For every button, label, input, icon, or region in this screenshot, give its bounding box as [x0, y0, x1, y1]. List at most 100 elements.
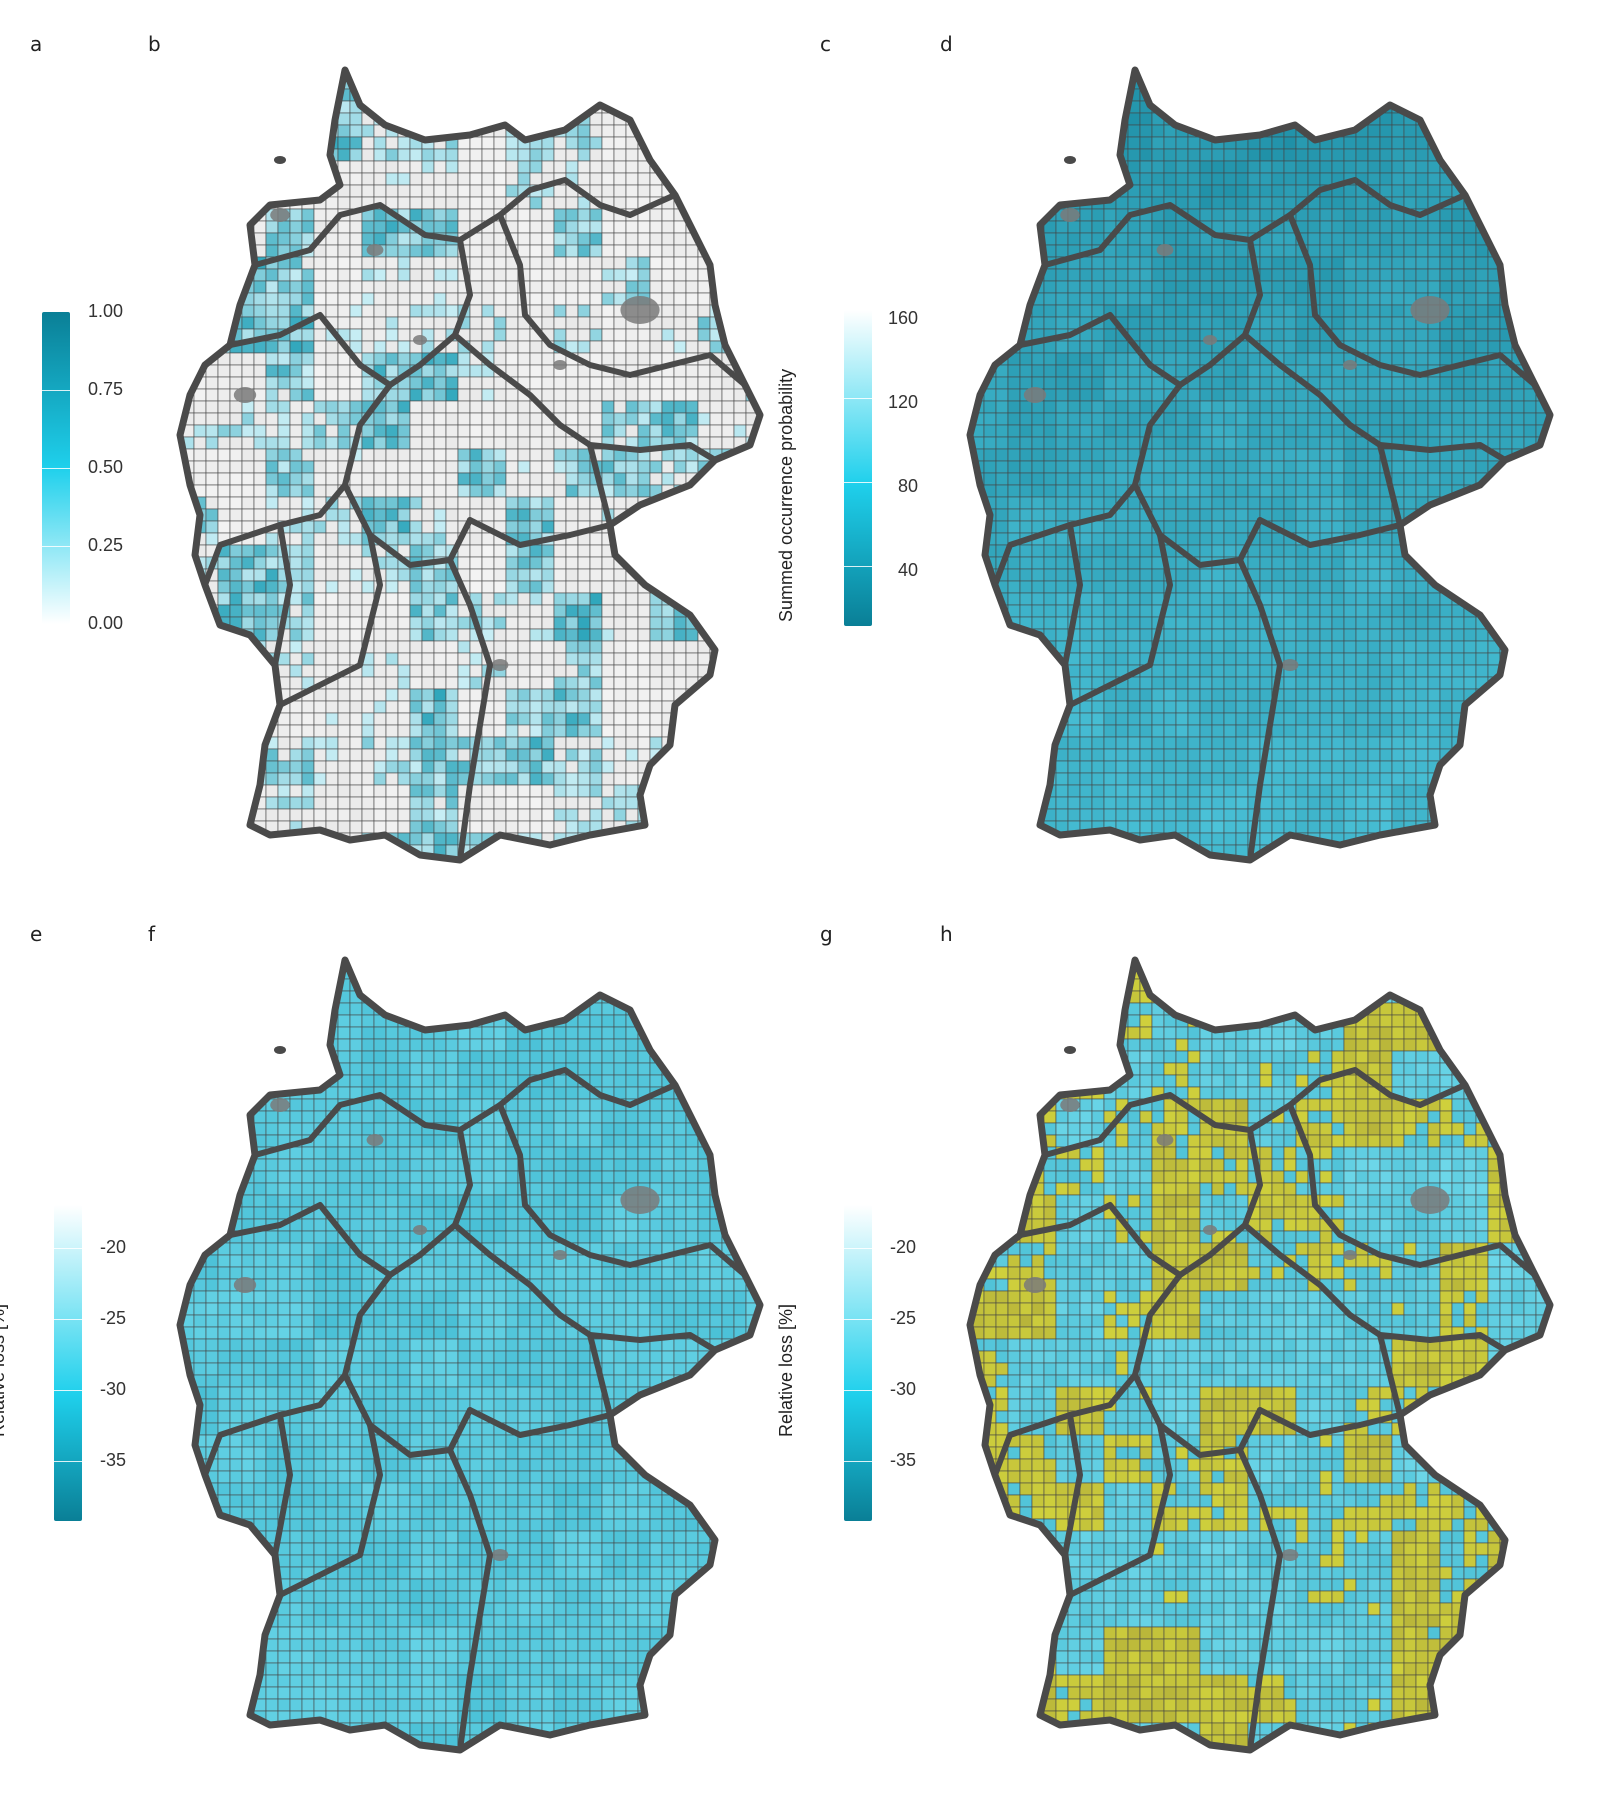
state-border — [342, 1127, 473, 1458]
legend-relative-loss-tick: -25 — [890, 1308, 917, 1328]
map-panel-f — [176, 956, 764, 1754]
legend-relative-loss-tick: -25 — [100, 1308, 127, 1328]
panel-letter-e: e — [30, 922, 43, 946]
panel-letter-h: h — [940, 922, 953, 946]
map-urban-area — [491, 659, 509, 671]
state-border — [202, 482, 348, 588]
panel-letter-a: a — [30, 32, 43, 56]
map-urban-area — [233, 387, 257, 403]
map-urban-area — [620, 1186, 660, 1214]
state-border — [252, 1067, 678, 1158]
country-outline — [176, 956, 764, 1754]
panel-letter-b: b — [148, 32, 161, 56]
map-urban-area — [1343, 360, 1357, 370]
state-border — [1237, 1447, 1283, 1753]
legend-summed-tick: 160 — [888, 308, 919, 328]
map-urban-area — [1060, 208, 1080, 222]
state-border — [1062, 522, 1083, 668]
legend-relative-loss-tick: -35 — [100, 1450, 127, 1470]
legend-relative-loss-right: Relative loss [%] -20 -25 -30 -35 — [776, 1205, 940, 1535]
map-panel-b — [176, 66, 764, 864]
panel-letter-c: c — [820, 32, 831, 56]
state-border — [277, 532, 383, 708]
map-urban-area — [1281, 659, 1299, 671]
state-border — [992, 1372, 1138, 1478]
state-border — [1237, 557, 1283, 863]
legend-summed-tick: 40 — [898, 560, 919, 580]
legend-probability: 1.00 0.75 0.50 0.25 0.00 — [42, 301, 162, 633]
country-outline — [966, 956, 1554, 1754]
map-urban-area — [1156, 1134, 1174, 1146]
map-urban-area — [1023, 387, 1047, 403]
legend-summed-bar — [844, 310, 872, 626]
state-border — [1287, 212, 1538, 388]
legend-relative-loss-tick: -30 — [890, 1379, 917, 1399]
state-border — [272, 1412, 293, 1558]
state-border — [447, 1447, 493, 1753]
map-urban-area — [366, 1134, 384, 1146]
map-urban-area — [1156, 244, 1174, 256]
legend-relative-loss-left: Relative loss [%] -20 -25 -30 -35 — [0, 1205, 160, 1535]
island — [1064, 1046, 1076, 1054]
map-urban-area — [366, 244, 384, 256]
state-border — [452, 332, 718, 463]
panel-letter-g: g — [820, 922, 833, 946]
state-border — [1242, 1222, 1508, 1353]
map-urban-area — [233, 1277, 257, 1293]
map-urban-area — [1060, 1098, 1080, 1112]
state-border — [497, 1102, 748, 1278]
legend-relative-loss-tick: -20 — [100, 1237, 127, 1257]
state-border — [202, 1372, 348, 1478]
country-outline — [966, 66, 1554, 864]
map-urban-area — [553, 1250, 567, 1260]
state-border — [1377, 1332, 1403, 1418]
state-border — [467, 1407, 613, 1438]
state-border — [1062, 1412, 1083, 1558]
legend-relative-loss-left-bar — [54, 1205, 82, 1521]
panel-letter-d: d — [940, 32, 953, 56]
legend-relative-loss-left-title: Relative loss [%] — [0, 1303, 8, 1437]
map-urban-area — [1410, 1186, 1450, 1214]
legend-probability-tick: 0.00 — [88, 613, 124, 633]
state-border — [1067, 1422, 1173, 1598]
map-urban-area — [413, 1225, 427, 1235]
legend-probability-tick: 1.00 — [88, 301, 124, 321]
state-border — [1017, 1202, 1183, 1278]
state-border — [252, 177, 678, 268]
legend-relative-loss-right-bar — [844, 1205, 872, 1521]
state-border — [1132, 1127, 1263, 1458]
map-urban-area — [1410, 296, 1450, 324]
state-border — [587, 442, 613, 528]
map-urban-area — [491, 1549, 509, 1561]
state-border — [1287, 1102, 1538, 1278]
legend-probability-tick: 0.50 — [88, 457, 124, 477]
map-urban-area — [1281, 1549, 1299, 1561]
legend-relative-loss-tick: -20 — [890, 1237, 917, 1257]
map-urban-area — [1203, 335, 1217, 345]
state-border — [992, 482, 1138, 588]
island — [1064, 156, 1076, 164]
panel-letter-f: f — [148, 922, 156, 946]
state-border — [1042, 1067, 1468, 1158]
legend-summed-tick: 120 — [888, 392, 919, 412]
state-border — [467, 517, 613, 548]
map-urban-area — [413, 335, 427, 345]
legend-probability-tick: 0.25 — [88, 535, 124, 555]
map-urban-area — [620, 296, 660, 324]
state-border — [1132, 237, 1263, 568]
state-border — [342, 237, 473, 568]
state-border — [587, 1332, 613, 1418]
state-border — [227, 1202, 393, 1278]
state-border — [452, 1222, 718, 1353]
legend-summed: Summed occurrence probability 160 120 80… — [776, 308, 930, 640]
map-urban-area — [1023, 1277, 1047, 1293]
state-border — [497, 212, 748, 388]
map-panel-h — [966, 956, 1554, 1754]
map-urban-area — [270, 1098, 290, 1112]
country-outline — [176, 66, 764, 864]
state-border — [277, 1422, 383, 1598]
map-panel-d — [966, 66, 1554, 864]
legend-relative-loss-tick: -30 — [100, 1379, 127, 1399]
map-urban-area — [1343, 1250, 1357, 1260]
state-border — [272, 522, 293, 668]
